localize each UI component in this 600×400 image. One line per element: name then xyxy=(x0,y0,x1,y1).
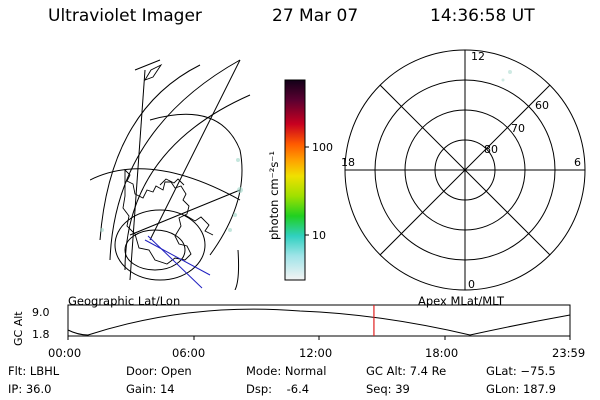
info-gain: Gain: 14 xyxy=(126,382,175,396)
instrument-title: Ultraviolet Imager xyxy=(48,6,202,26)
time-tick-0000: 00:00 xyxy=(48,346,82,360)
lat-label-70: 70 xyxy=(511,122,525,135)
info-mode: Mode: Normal xyxy=(246,364,327,378)
geographic-map xyxy=(90,59,251,290)
info-ip: IP: 36.0 xyxy=(8,382,52,396)
altitude-timeline: GC Alt 9.0 1.8 xyxy=(12,304,571,346)
time-tick-0600: 06:00 xyxy=(172,346,206,360)
time-tick-1200: 12:00 xyxy=(299,346,333,360)
colorbar-tick-10: 10 xyxy=(312,229,326,242)
mlt-label-0: 0 xyxy=(468,278,475,291)
info-glat: GLat: −75.5 xyxy=(486,364,556,378)
observation-date: 27 Mar 07 xyxy=(272,6,359,26)
polar-plot: 12 18 6 0 60 70 80 xyxy=(341,49,586,291)
altitude-tick-max: 9.0 xyxy=(32,306,50,319)
altitude-curve xyxy=(67,308,571,336)
time-tick-1800: 18:00 xyxy=(425,346,459,360)
info-seq: Seq: 39 xyxy=(366,382,410,396)
altitude-tick-min: 1.8 xyxy=(32,328,50,341)
info-door: Door: Open xyxy=(126,364,192,378)
colorbar-unit-label: photon cm⁻²s⁻¹ xyxy=(267,151,281,240)
colorbar-gradient xyxy=(284,79,306,281)
lat-label-60: 60 xyxy=(535,99,549,112)
mlt-label-12: 12 xyxy=(471,50,485,63)
colorbar: 100 10 photon cm⁻²s⁻¹ xyxy=(267,79,333,281)
info-gc-alt: GC Alt: 7.4 Re xyxy=(366,364,447,378)
mlt-label-6: 6 xyxy=(574,156,581,169)
info-dsp: Dsp: -6.4 xyxy=(246,382,310,396)
mlt-label-18: 18 xyxy=(341,156,355,169)
colorbar-tick-100: 100 xyxy=(312,141,333,154)
info-glon: GLon: 187.9 xyxy=(486,382,556,396)
altitude-axis-label: GC Alt xyxy=(12,311,25,346)
observation-time: 14:36:58 UT xyxy=(430,6,535,26)
lat-label-80: 80 xyxy=(484,143,498,156)
info-filter: Flt: LBHL xyxy=(8,364,60,378)
time-tick-2359: 23:59 xyxy=(552,346,586,360)
